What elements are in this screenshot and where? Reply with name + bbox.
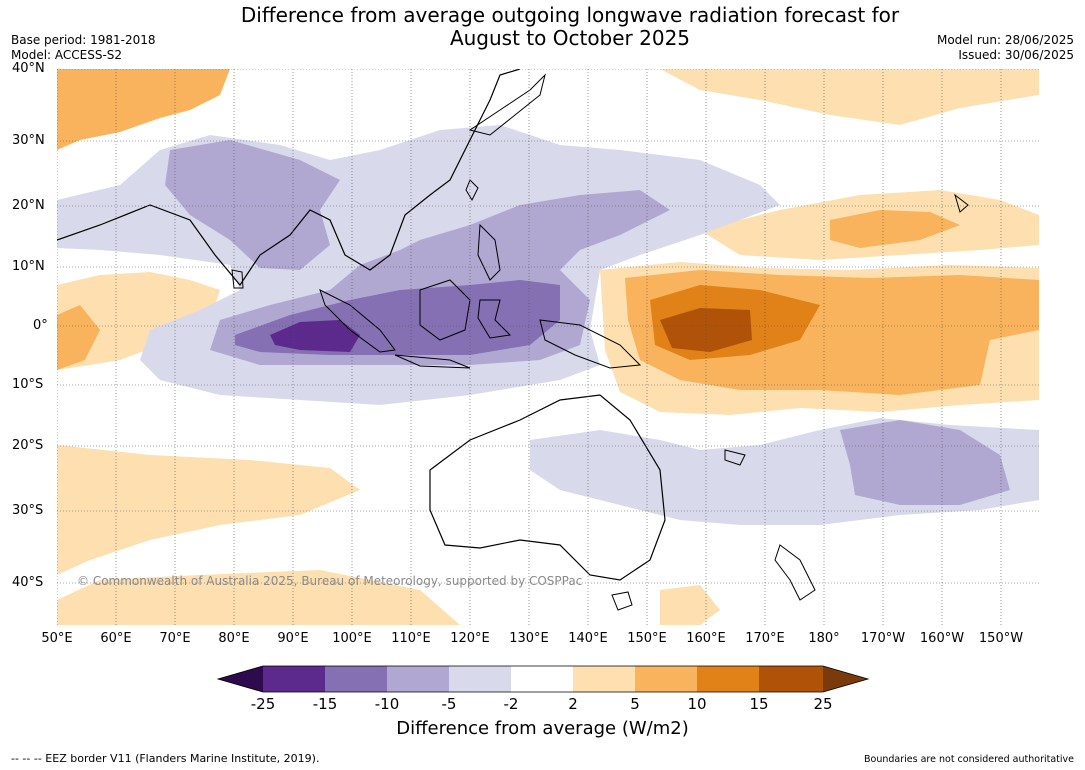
meta-right: Model run: 28/06/2025 Issued: 30/06/2025 <box>937 33 1074 63</box>
colorbar-tick: 2 <box>568 695 578 713</box>
lat-label-eq: 0° <box>33 318 48 333</box>
lat-label-10n: 10°N <box>12 259 45 274</box>
anomaly-negative-southpacific-mid <box>840 420 1010 505</box>
lon-label: 150°W <box>978 631 1024 646</box>
philippines-coastline <box>477 223 501 281</box>
lon-label: 140°E <box>568 631 608 646</box>
anomaly-positive-asia <box>57 69 230 150</box>
model-run: Model run: 28/06/2025 <box>936 33 1074 47</box>
issued-date: Issued: 30/06/2025 <box>958 48 1074 62</box>
anomaly-negative-monsoon-mid <box>165 140 340 270</box>
java-coastline <box>394 354 471 369</box>
colorbar-bin-2 <box>325 666 387 692</box>
lon-label: 130°E <box>509 631 549 646</box>
sri-lanka-coastline <box>231 269 244 289</box>
colorbar-tick: -2 <box>503 695 519 713</box>
lon-label: 110°E <box>391 631 431 646</box>
boundaries-disclaimer: Boundaries are not considered authoritat… <box>864 754 1074 765</box>
lon-label: 160°W <box>919 631 965 646</box>
hawaii-coastline <box>954 193 969 213</box>
colorbar-tick: 5 <box>630 695 640 713</box>
anomaly-positive-west-core <box>57 305 100 370</box>
anomaly-field <box>57 69 1039 625</box>
colorbar-tick: -15 <box>312 695 338 713</box>
lat-label-10s: 10°S <box>12 377 44 392</box>
lat-label-40s: 40°S <box>12 575 44 590</box>
anomaly-negative-indian-peak <box>270 320 360 352</box>
colorbar-title: Difference from average (W/m2) <box>396 718 689 739</box>
anomaly-positive-south-indian <box>57 445 360 575</box>
anomaly-positive-southwest <box>57 570 460 625</box>
colorbar-arrow-max <box>823 666 868 692</box>
colorbar-tick: 10 <box>687 695 707 713</box>
colorbar-bin-3 <box>387 666 449 692</box>
lon-label: 180° <box>808 631 840 646</box>
lat-label-40n: 40°N <box>12 61 45 76</box>
anomaly-positive-south-pacific <box>660 585 720 625</box>
lat-label-20s: 20°S <box>12 438 44 453</box>
lon-label: 160°E <box>686 631 726 646</box>
tasmania-coastline <box>611 591 633 611</box>
colorbar-tick: 25 <box>813 695 833 713</box>
borneo-coastline <box>419 279 471 341</box>
colorbar-bin-6 <box>573 666 635 692</box>
lon-label: 80°E <box>218 631 250 646</box>
taiwan-coastline <box>465 179 479 202</box>
title-line-1: Difference from average outgoing longwav… <box>240 3 900 27</box>
title-line-2: August to October 2025 <box>449 26 691 50</box>
colorbar-tick: -5 <box>441 695 457 713</box>
lon-label: 120°E <box>450 631 490 646</box>
colorbar-bin-9 <box>759 666 823 692</box>
australia-coastline <box>429 394 666 581</box>
lon-label: 90°E <box>277 631 309 646</box>
lon-label: 50°E <box>41 631 73 646</box>
colorbar-tick: 15 <box>749 695 769 713</box>
lon-label: 170°E <box>745 631 785 646</box>
colorbar-tick: -10 <box>374 695 400 713</box>
colorbar-bin-7 <box>635 666 697 692</box>
lat-label-30n: 30°N <box>12 133 45 148</box>
colorbar-bin-8 <box>697 666 759 692</box>
asia-coastline <box>57 69 521 287</box>
colorbar-bin-4 <box>449 666 511 692</box>
colorbar-tick: -25 <box>250 695 276 713</box>
anomaly-positive-north <box>57 69 1039 125</box>
lat-label-20n: 20°N <box>12 198 45 213</box>
base-period: Base period: 1981-2018 <box>11 33 156 47</box>
fiji-coastline <box>724 449 746 466</box>
lon-label: 60°E <box>100 631 132 646</box>
colorbar <box>216 665 870 693</box>
lat-label-30s: 30°S <box>12 503 44 518</box>
chart-title: Difference from average outgoing longwav… <box>0 4 1085 50</box>
eez-border-note: -- -- -- EEZ border V11 (Flanders Marine… <box>11 752 320 765</box>
sulawesi-coastline <box>477 299 512 339</box>
lon-label: 100°E <box>332 631 372 646</box>
japan-coastline <box>468 73 546 136</box>
sumatra-coastline <box>319 289 396 353</box>
lon-label: 70°E <box>159 631 191 646</box>
anomaly-positive-subtropics-core <box>830 210 960 248</box>
colorbar-bin-1 <box>263 666 325 692</box>
colorbar-outline <box>216 665 870 693</box>
lon-label: 150°E <box>627 631 667 646</box>
colorbar-bin-5 <box>511 666 573 692</box>
new-guinea-coastline <box>539 319 642 369</box>
new-zealand-coastline <box>774 544 816 601</box>
colorbar-arrow-min <box>218 666 263 692</box>
model-name: Model: ACCESS-S2 <box>11 48 123 62</box>
lon-label: 170°W <box>860 631 906 646</box>
anomaly-positive-west <box>57 272 220 370</box>
meta-left: Base period: 1981-2018 Model: ACCESS-S2 <box>11 33 156 63</box>
copyright-notice: © Commonwealth of Australia 2025, Bureau… <box>77 574 583 588</box>
